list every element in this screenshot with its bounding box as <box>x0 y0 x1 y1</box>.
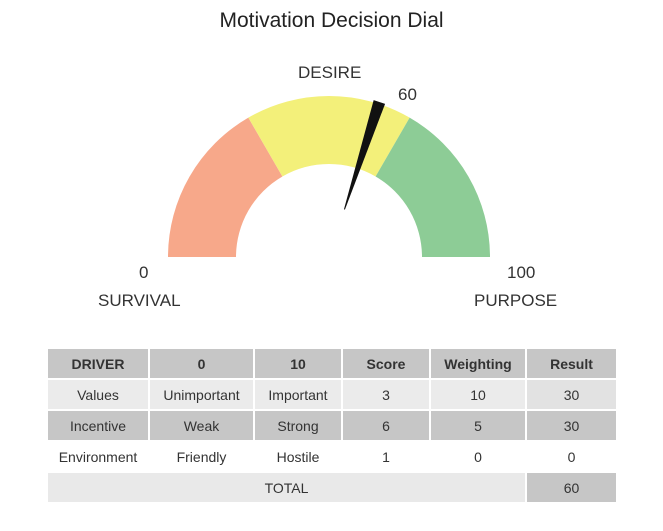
cell-driver: Values <box>48 380 148 409</box>
zone-label-purpose: PURPOSE <box>474 291 558 310</box>
cell-driver: Environment <box>48 442 148 471</box>
cell-high: Hostile <box>255 442 341 471</box>
table-total-row: TOTAL 60 <box>48 473 616 502</box>
cell-weighting: 0 <box>431 442 525 471</box>
cell-score: 3 <box>343 380 429 409</box>
cell-driver: Incentive <box>48 411 148 440</box>
header-zero: 0 <box>150 349 253 378</box>
cell-score: 6 <box>343 411 429 440</box>
table-row: Environment Friendly Hostile 1 0 0 <box>48 442 616 471</box>
cell-result: 0 <box>527 442 616 471</box>
cell-result: 30 <box>527 380 616 409</box>
table-row: Incentive Weak Strong 6 5 30 <box>48 411 616 440</box>
total-value: 60 <box>527 473 616 502</box>
cell-low: Friendly <box>150 442 253 471</box>
cell-low: Unimportant <box>150 380 253 409</box>
header-driver: DRIVER <box>48 349 148 378</box>
gauge-needle <box>343 100 386 210</box>
header-score: Score <box>343 349 429 378</box>
cell-weighting: 5 <box>431 411 525 440</box>
header-result: Result <box>527 349 616 378</box>
table-header-row: DRIVER 0 10 Score Weighting Result <box>48 349 616 378</box>
gauge-zone-survival <box>168 117 283 257</box>
gauge-zone-purpose <box>375 117 490 257</box>
header-weighting: Weighting <box>431 349 525 378</box>
cell-result: 30 <box>527 411 616 440</box>
gauge-min-label: 0 <box>139 263 149 282</box>
driver-table: DRIVER 0 10 Score Weighting Result Value… <box>46 347 618 504</box>
cell-low: Weak <box>150 411 253 440</box>
header-ten: 10 <box>255 349 341 378</box>
chart-title: Motivation Decision Dial <box>219 9 444 32</box>
gauge-value-label: 60 <box>398 85 417 104</box>
zone-label-survival: SURVIVAL <box>98 291 181 310</box>
gauge-max-label: 100 <box>507 263 536 282</box>
zone-label-desire: DESIRE <box>298 63 362 82</box>
total-label: TOTAL <box>48 473 525 502</box>
cell-weighting: 10 <box>431 380 525 409</box>
cell-score: 1 <box>343 442 429 471</box>
cell-high: Important <box>255 380 341 409</box>
cell-high: Strong <box>255 411 341 440</box>
table-row: Values Unimportant Important 3 10 30 <box>48 380 616 409</box>
